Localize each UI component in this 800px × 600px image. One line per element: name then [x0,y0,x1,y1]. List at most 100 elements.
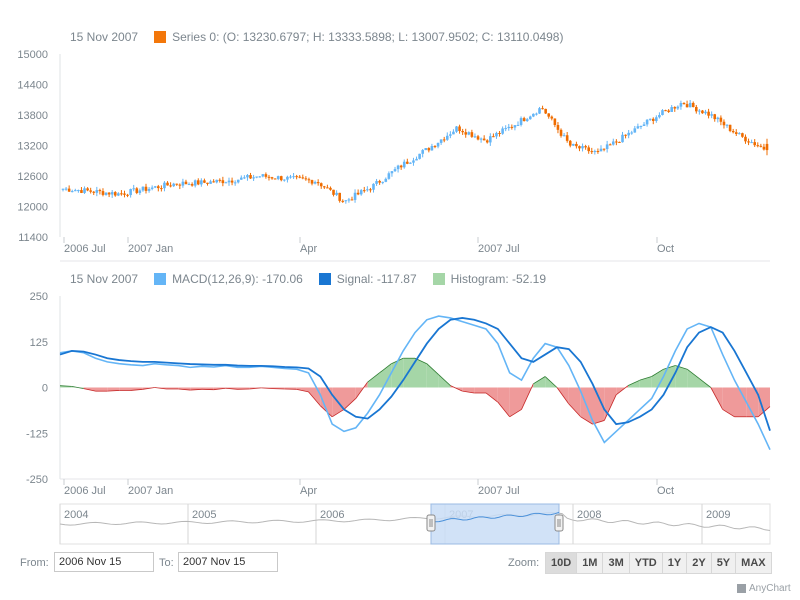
ohlc-candle[interactable] [95,186,99,197]
ohlc-candle[interactable] [104,192,108,196]
ohlc-candle[interactable] [258,175,262,178]
ohlc-candle[interactable] [335,190,338,196]
ohlc-candle[interactable] [270,176,274,180]
ohlc-candle[interactable] [630,130,634,135]
ohlc-candle[interactable] [166,181,169,186]
stock-chart[interactable]: 11400 12000 12600 13200 13800 14400 15000 2006 … [0,0,800,552]
ohlc-candle[interactable] [744,134,747,144]
ohlc-candle[interactable] [535,112,538,116]
ohlc-candle[interactable] [753,139,757,147]
ohlc-candle[interactable] [565,132,569,143]
ohlc-candle[interactable] [713,113,717,122]
ohlc-candle[interactable] [605,140,609,153]
ohlc-candle[interactable] [123,190,126,198]
ohlc-candle[interactable] [255,176,258,179]
ohlc-candle[interactable] [141,186,145,192]
ohlc-candle[interactable] [578,145,581,152]
ohlc-candle[interactable] [144,183,148,194]
ohlc-candle[interactable] [181,178,185,188]
zoom-button-ytd[interactable]: YTD [628,553,662,573]
ohlc-candle[interactable] [528,115,532,120]
ohlc-candle[interactable] [316,179,320,186]
ohlc-candle[interactable] [731,128,735,134]
ohlc-candle[interactable] [562,132,566,137]
ohlc-candle[interactable] [452,129,455,135]
ohlc-candle[interactable] [221,176,225,187]
ohlc-candle[interactable] [406,158,409,165]
ohlc-candle[interactable] [160,185,163,192]
scroller-left-handle[interactable] [426,514,436,532]
ohlc-candle[interactable] [203,178,206,184]
ohlc-candle[interactable] [602,148,606,152]
macd-line[interactable] [59,315,771,451]
ohlc-candle[interactable] [633,125,637,133]
ohlc-candle[interactable] [304,176,308,181]
ohlc-candle[interactable] [273,178,277,180]
ohlc-candle[interactable] [129,188,132,198]
ohlc-candle[interactable] [359,189,363,196]
ohlc-candle[interactable] [547,113,551,119]
ohlc-candle[interactable] [98,188,102,195]
ohlc-candle[interactable] [436,142,440,149]
ohlc-candle[interactable] [196,178,200,186]
ohlc-candle[interactable] [289,174,292,179]
ohlc-candle[interactable] [458,124,461,134]
ohlc-candle[interactable] [138,188,142,195]
ohlc-candle[interactable] [470,129,474,138]
ohlc-candle[interactable] [691,101,695,108]
ohlc-candle[interactable] [246,173,249,181]
ohlc-candle[interactable] [61,188,65,192]
ohlc-candle[interactable] [489,133,492,146]
ohlc-candle[interactable] [710,111,713,119]
ohlc-candle[interactable] [184,179,188,185]
ohlc-candle[interactable] [218,178,222,183]
ohlc-candle[interactable] [522,116,526,122]
ohlc-candle[interactable] [658,112,661,119]
ohlc-candle[interactable] [667,109,670,113]
ohlc-candle[interactable] [132,184,136,192]
ohlc-candle[interactable] [332,189,335,197]
ohlc-candle[interactable] [298,175,302,179]
ohlc-candle[interactable] [639,125,643,130]
ohlc-candle[interactable] [421,149,424,158]
ohlc-candle[interactable] [756,142,760,148]
ohlc-candle[interactable] [581,143,584,152]
ohlc-candle[interactable] [424,147,428,151]
ohlc-candle[interactable] [279,175,283,182]
ohlc-candle[interactable] [704,109,707,115]
ohlc-candle[interactable] [596,148,600,154]
price-plot[interactable]: 11400 12000 12600 13200 13800 14400 15000 2006 … [17,49,770,262]
ohlc-candle[interactable] [728,124,732,133]
ohlc-candle[interactable] [738,132,741,135]
ohlc-candle[interactable] [344,200,348,204]
ohlc-candle[interactable] [442,136,446,143]
ohlc-candle[interactable] [292,172,295,179]
ohlc-candle[interactable] [319,182,323,189]
ohlc-candle[interactable] [264,172,268,179]
ohlc-candle[interactable] [725,124,729,128]
ohlc-candle[interactable] [190,182,194,187]
ohlc-candle[interactable] [120,190,123,196]
ohlc-candle[interactable] [384,177,388,183]
ohlc-candle[interactable] [550,115,554,121]
ohlc-candle[interactable] [295,174,298,180]
ohlc-candle[interactable] [461,128,464,135]
ohlc-candle[interactable] [249,172,252,179]
ohlc-candle[interactable] [233,180,237,186]
ohlc-candle[interactable] [430,143,434,151]
ohlc-candle[interactable] [347,197,351,203]
ohlc-candle[interactable] [206,182,209,186]
ohlc-candle[interactable] [267,174,271,181]
ohlc-candle[interactable] [215,179,219,184]
ohlc-candle[interactable] [541,105,544,110]
ohlc-candle[interactable] [722,119,726,129]
ohlc-candle[interactable] [409,162,412,164]
ohlc-candle[interactable] [676,105,680,110]
ohlc-candle[interactable] [618,141,621,143]
ohlc-candle[interactable] [169,182,172,188]
ohlc-candle[interactable] [113,191,117,197]
ohlc-candle[interactable] [362,186,366,193]
ohlc-candle[interactable] [366,186,369,192]
zoom-button-1m[interactable]: 1M [576,553,603,573]
ohlc-candle[interactable] [200,178,203,187]
